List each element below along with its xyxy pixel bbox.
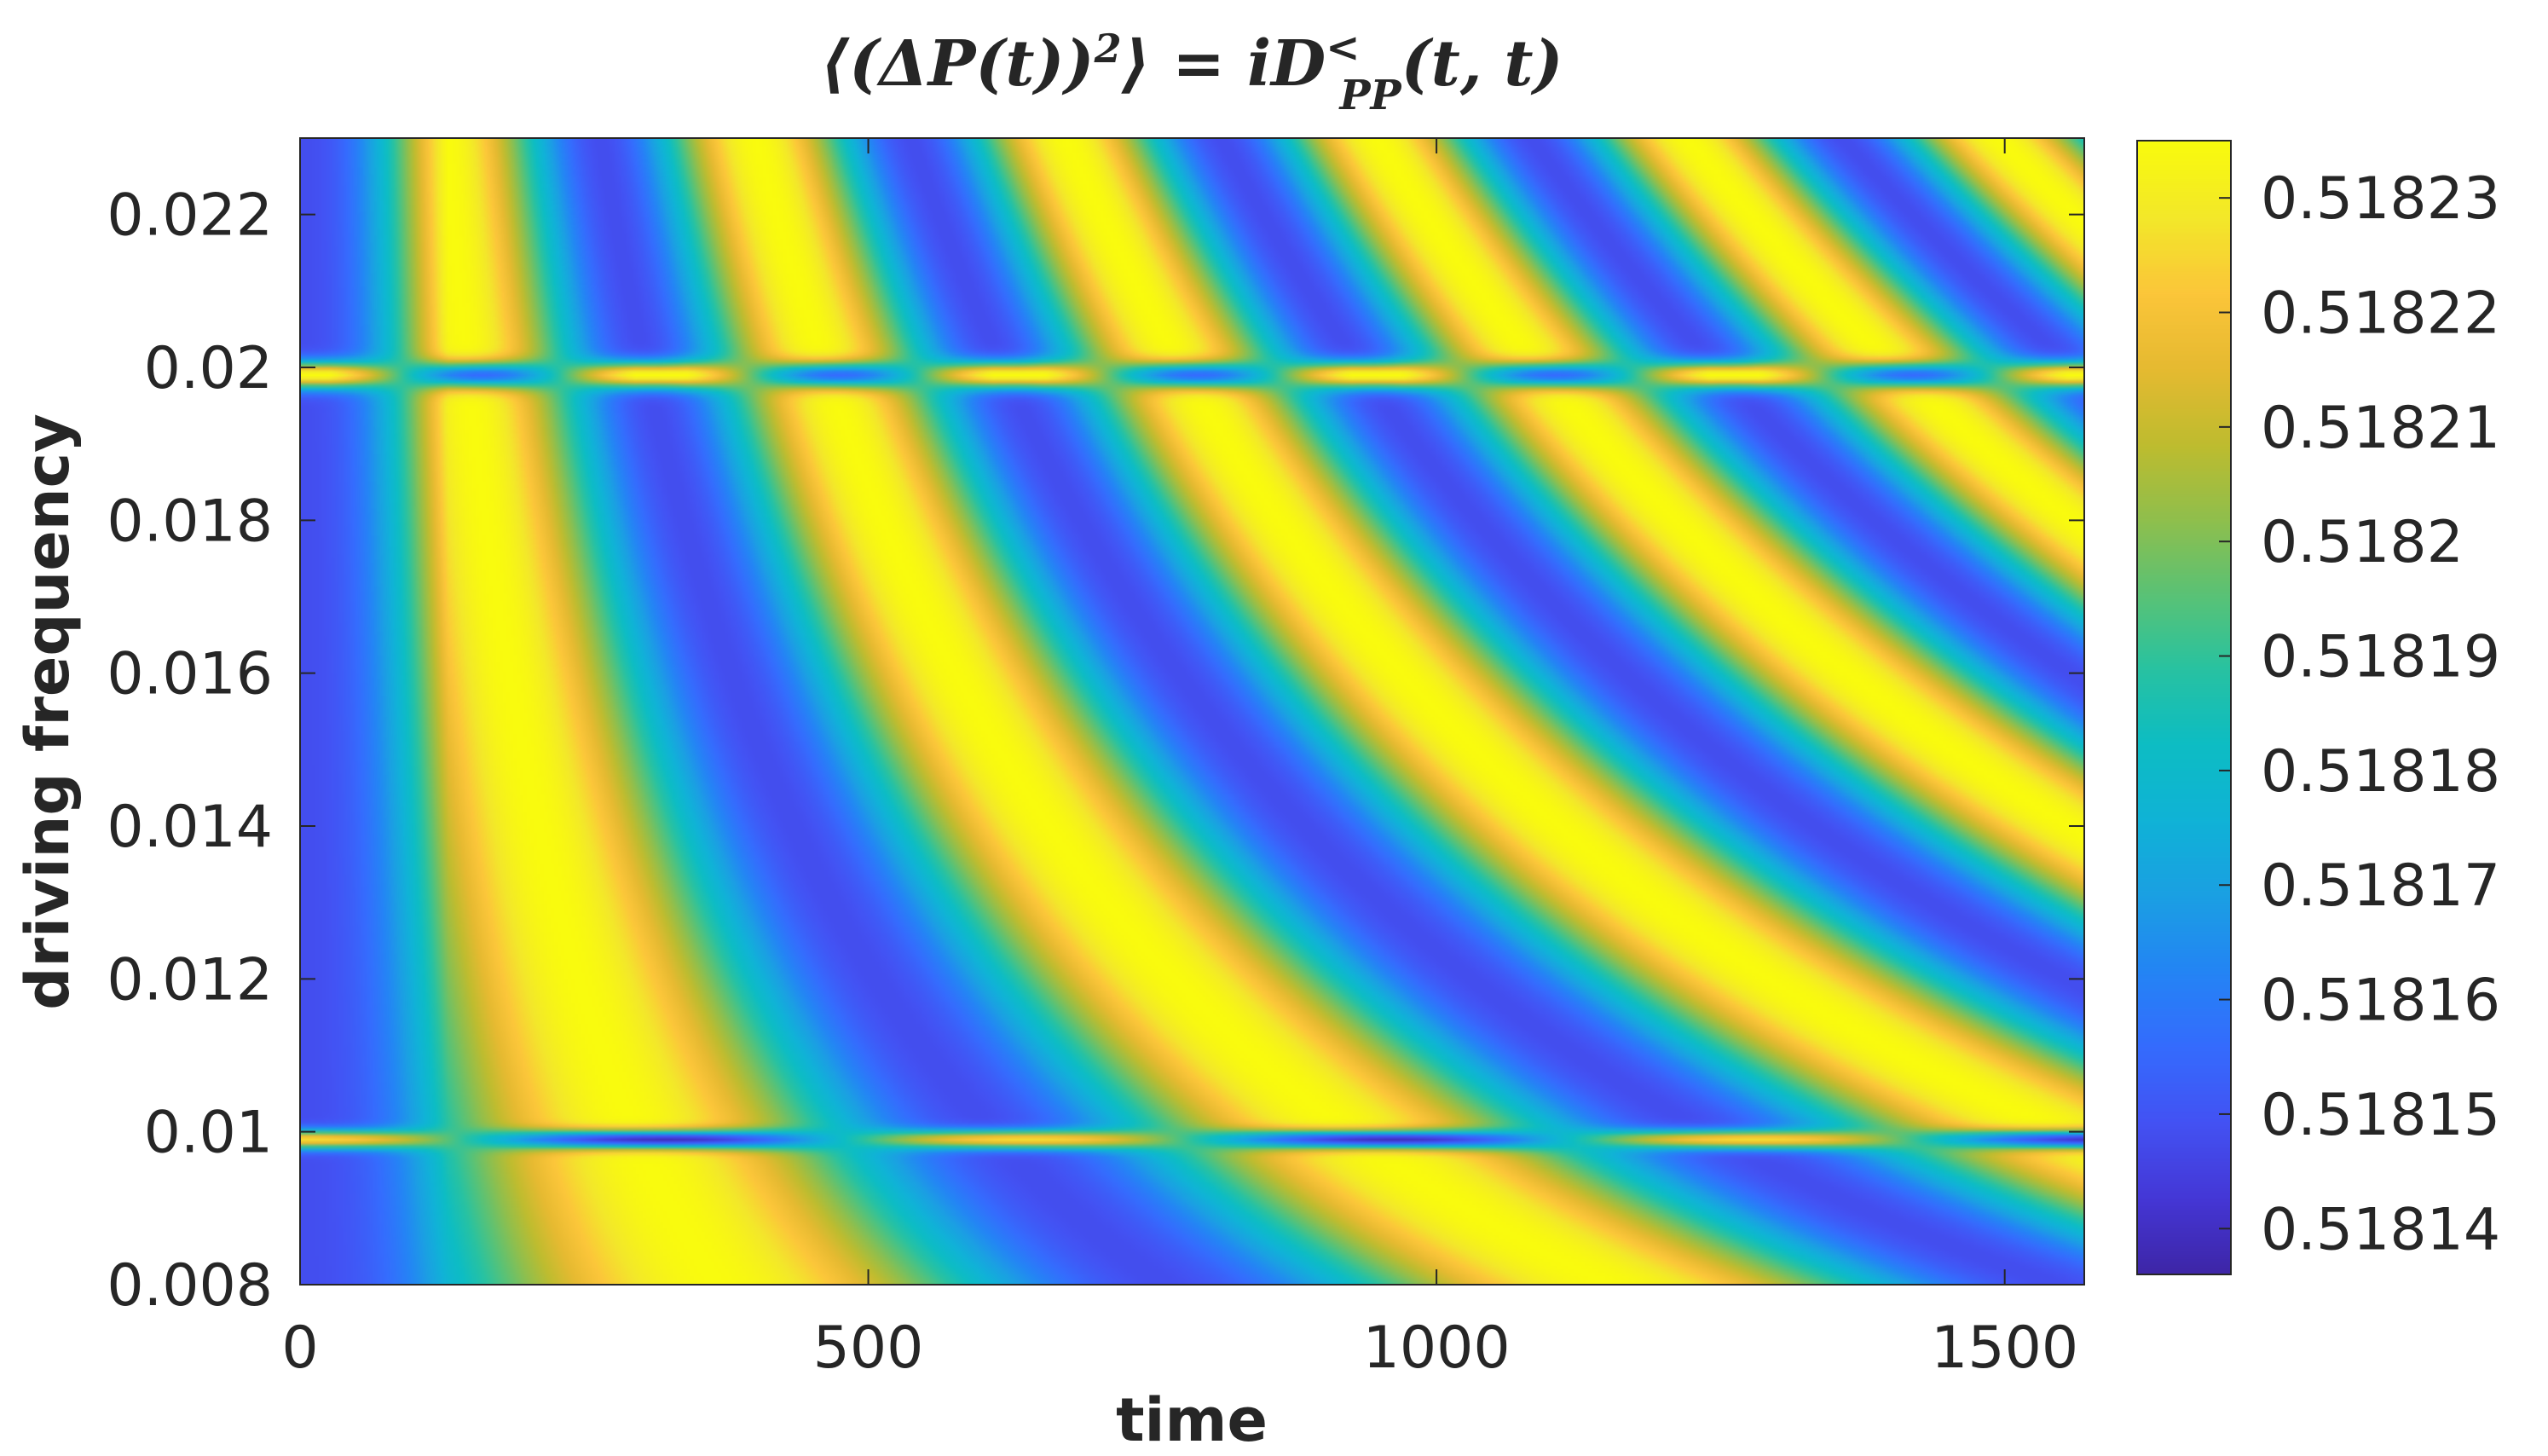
chart-title: ⟨(ΔP(t))2⟩ = iD< PP(t, t) [820,24,1563,119]
heatmap-field [300,138,2084,1285]
y-tick-label: 0.016 [107,641,273,708]
y-axis-label: driving frequency [13,413,83,1009]
x-axis: 0 500 1000 1500 [281,138,2078,1382]
y-tick-label: 0.018 [107,488,273,555]
colorbar-tick-label: 0.51817 [2261,852,2500,920]
y-tick-label: 0.014 [107,794,273,861]
colorbar-tick-label: 0.51815 [2261,1082,2500,1149]
y-tick-label: 0.008 [107,1252,273,1320]
x-tick-label: 500 [813,1314,924,1382]
colorbar-tick-label: 0.5182 [2261,509,2464,576]
x-tick-label: 1000 [1363,1314,1511,1382]
colorbar-tick-label: 0.51821 [2261,395,2500,462]
colorbar-tick-label: 0.51818 [2261,738,2500,806]
colorbar-gradient [2137,141,2231,1274]
colorbar-tick-label: 0.51816 [2261,968,2500,1035]
x-axis-label: time [1116,1385,1268,1455]
y-tick-label: 0.02 [144,335,273,402]
colorbar-tick-label: 0.51822 [2261,280,2500,348]
y-axis: 0.008 0.01 0.012 0.014 0.016 0.018 0.02 0.022 [107,182,2084,1320]
colorbar: 0.51814 0.51815 0.51816 0.51817 0.51818 0.518… [2136,140,2500,1275]
x-tick-label: 1500 [1931,1314,2078,1382]
colorbar-tick-label: 0.51814 [2261,1196,2500,1263]
colorbar-tick-label: 0.51823 [2261,165,2500,233]
y-tick-label: 0.012 [107,946,273,1014]
plot-frame [299,137,2085,1286]
colorbar-tick-label: 0.51819 [2261,624,2500,691]
x-tick-label: 0 [281,1314,318,1382]
y-tick-label: 0.01 [144,1100,273,1167]
heatmap-plot-area [300,138,2084,1285]
y-tick-label: 0.022 [107,182,273,250]
colorbar-frame [2136,140,2232,1275]
